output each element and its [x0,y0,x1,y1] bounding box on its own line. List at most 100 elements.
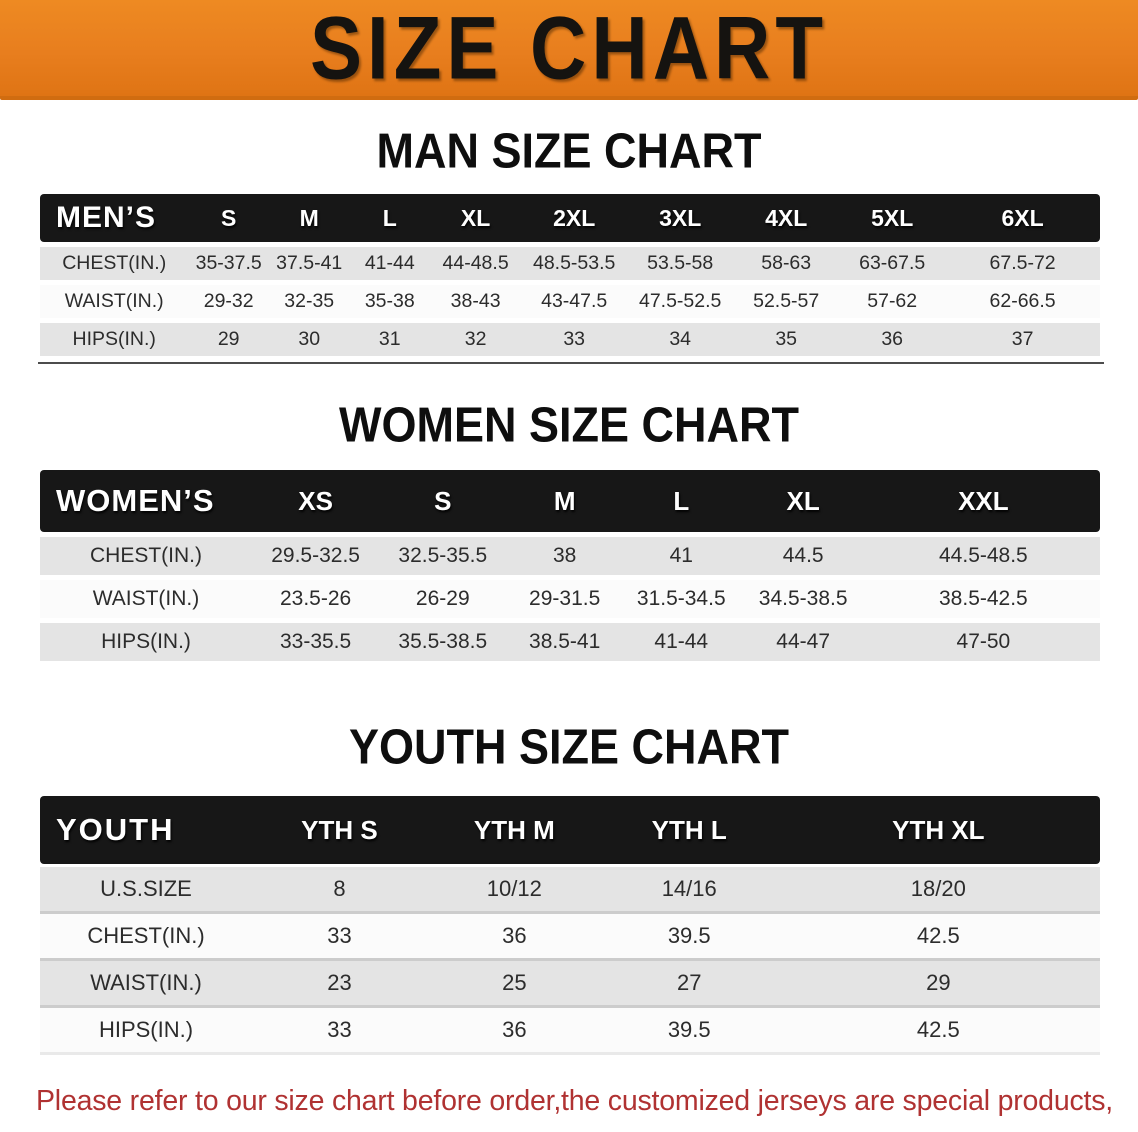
men-table-underline [38,362,1104,364]
table-cell: 37.5-41 [268,242,350,285]
column-header: XXL [866,470,1100,532]
row-label: WAIST(IN.) [40,580,252,623]
women-size-table: WOMEN’S XS S M L XL XXL CHEST(IN.) 29.5-… [40,470,1100,666]
youth-corner-label: YOUTH [40,796,252,864]
table-cell: 44.5-48.5 [866,532,1100,580]
women-header-row: WOMEN’S XS S M L XL XXL [40,470,1100,532]
row-label: HIPS(IN.) [40,623,252,666]
men-chest-row: CHEST(IN.) 35-37.5 37.5-41 41-44 44-48.5… [40,242,1100,285]
row-label: CHEST(IN.) [40,242,189,285]
table-cell: 42.5 [776,1008,1100,1055]
banner-title: SIZE CHART [310,0,828,98]
table-cell: 37 [945,323,1100,361]
column-header: M [506,470,623,532]
table-cell: 63-67.5 [839,242,946,285]
youth-waist-row: WAIST(IN.) 23 25 27 29 [40,961,1100,1008]
column-header: S [188,194,269,242]
table-cell: 35-37.5 [188,242,269,285]
table-cell: 29.5-32.5 [252,532,380,580]
footer-note-line2: we don't accept cancel, change, teturn o… [36,1124,1138,1132]
men-size-table: MEN’S S M L XL 2XL 3XL 4XL 5XL 6XL CHEST… [40,194,1100,361]
table-cell: 29 [776,961,1100,1008]
men-hips-row: HIPS(IN.) 29 30 31 32 33 34 35 36 37 [40,323,1100,361]
table-cell: 35 [733,323,840,361]
table-cell: 62-66.5 [945,285,1100,323]
table-cell: 44.5 [739,532,867,580]
row-label: U.S.SIZE [40,864,252,914]
table-cell: 29 [188,323,269,361]
table-cell: 38-43 [430,285,522,323]
table-cell: 18/20 [776,864,1100,914]
youth-size-table: YOUTH YTH S YTH M YTH L YTH XL U.S.SIZE … [40,796,1100,1055]
footer-note: Please refer to our size chart before or… [36,1079,1138,1132]
column-header: XL [739,470,867,532]
table-cell: 53.5-58 [627,242,734,285]
table-cell: 47.5-52.5 [627,285,734,323]
row-label: HIPS(IN.) [40,323,189,361]
table-cell: 30 [268,323,350,361]
table-cell: 29-32 [188,285,269,323]
column-header: YTH M [426,796,602,864]
youth-chest-row: CHEST(IN.) 33 36 39.5 42.5 [40,914,1100,961]
table-cell: 44-48.5 [430,242,522,285]
row-label: CHEST(IN.) [40,914,252,961]
column-header: 2XL [521,194,628,242]
table-cell: 33 [521,323,628,361]
table-cell: 41 [622,532,740,580]
column-header: YTH S [252,796,427,864]
column-header: XS [252,470,380,532]
table-cell: 23.5-26 [252,580,380,623]
table-cell: 38.5-42.5 [866,580,1100,623]
table-cell: 34.5-38.5 [739,580,867,623]
row-label: CHEST(IN.) [40,532,252,580]
women-chest-row: CHEST(IN.) 29.5-32.5 32.5-35.5 38 41 44.… [40,532,1100,580]
table-cell: 43-47.5 [521,285,628,323]
women-corner-label: WOMEN’S [40,470,252,532]
table-cell: 39.5 [601,1008,777,1055]
table-cell: 36 [426,914,602,961]
table-cell: 42.5 [776,914,1100,961]
banner: SIZE CHART [0,0,1138,100]
table-cell: 25 [426,961,602,1008]
men-corner-label: MEN’S [40,194,189,242]
table-cell: 36 [426,1008,602,1055]
table-cell: 10/12 [426,864,602,914]
table-cell: 31.5-34.5 [622,580,740,623]
table-cell: 8 [252,864,427,914]
footer-note-line1: Please refer to our size chart before or… [36,1085,1114,1117]
table-cell: 33 [252,1008,427,1055]
table-cell: 67.5-72 [945,242,1100,285]
table-cell: 32.5-35.5 [379,532,507,580]
men-header-row: MEN’S S M L XL 2XL 3XL 4XL 5XL 6XL [40,194,1100,242]
column-header: 6XL [945,194,1100,242]
women-hips-row: HIPS(IN.) 33-35.5 35.5-38.5 38.5-41 41-4… [40,623,1100,666]
table-cell: 23 [252,961,427,1008]
table-cell: 32 [430,323,522,361]
table-cell: 26-29 [379,580,507,623]
table-cell: 48.5-53.5 [521,242,628,285]
table-cell: 52.5-57 [733,285,840,323]
table-cell: 32-35 [268,285,350,323]
youth-section-title: YOUTH SIZE CHART [348,718,789,775]
column-header: 4XL [733,194,840,242]
table-cell: 35.5-38.5 [379,623,507,666]
women-waist-row: WAIST(IN.) 23.5-26 26-29 29-31.5 31.5-34… [40,580,1100,623]
table-cell: 36 [839,323,946,361]
column-header: 3XL [627,194,734,242]
table-cell: 57-62 [839,285,946,323]
table-cell: 41-44 [349,242,431,285]
table-cell: 31 [349,323,431,361]
table-cell: 38.5-41 [506,623,623,666]
youth-ussize-row: U.S.SIZE 8 10/12 14/16 18/20 [40,864,1100,914]
column-header: S [379,470,507,532]
men-section-title: MAN SIZE CHART [376,122,762,179]
table-cell: 47-50 [866,623,1100,666]
row-label: WAIST(IN.) [40,285,189,323]
table-cell: 58-63 [733,242,840,285]
table-cell: 29-31.5 [506,580,623,623]
column-header: XL [430,194,522,242]
table-cell: 34 [627,323,734,361]
men-waist-row: WAIST(IN.) 29-32 32-35 35-38 38-43 43-47… [40,285,1100,323]
column-header: YTH XL [776,796,1100,864]
